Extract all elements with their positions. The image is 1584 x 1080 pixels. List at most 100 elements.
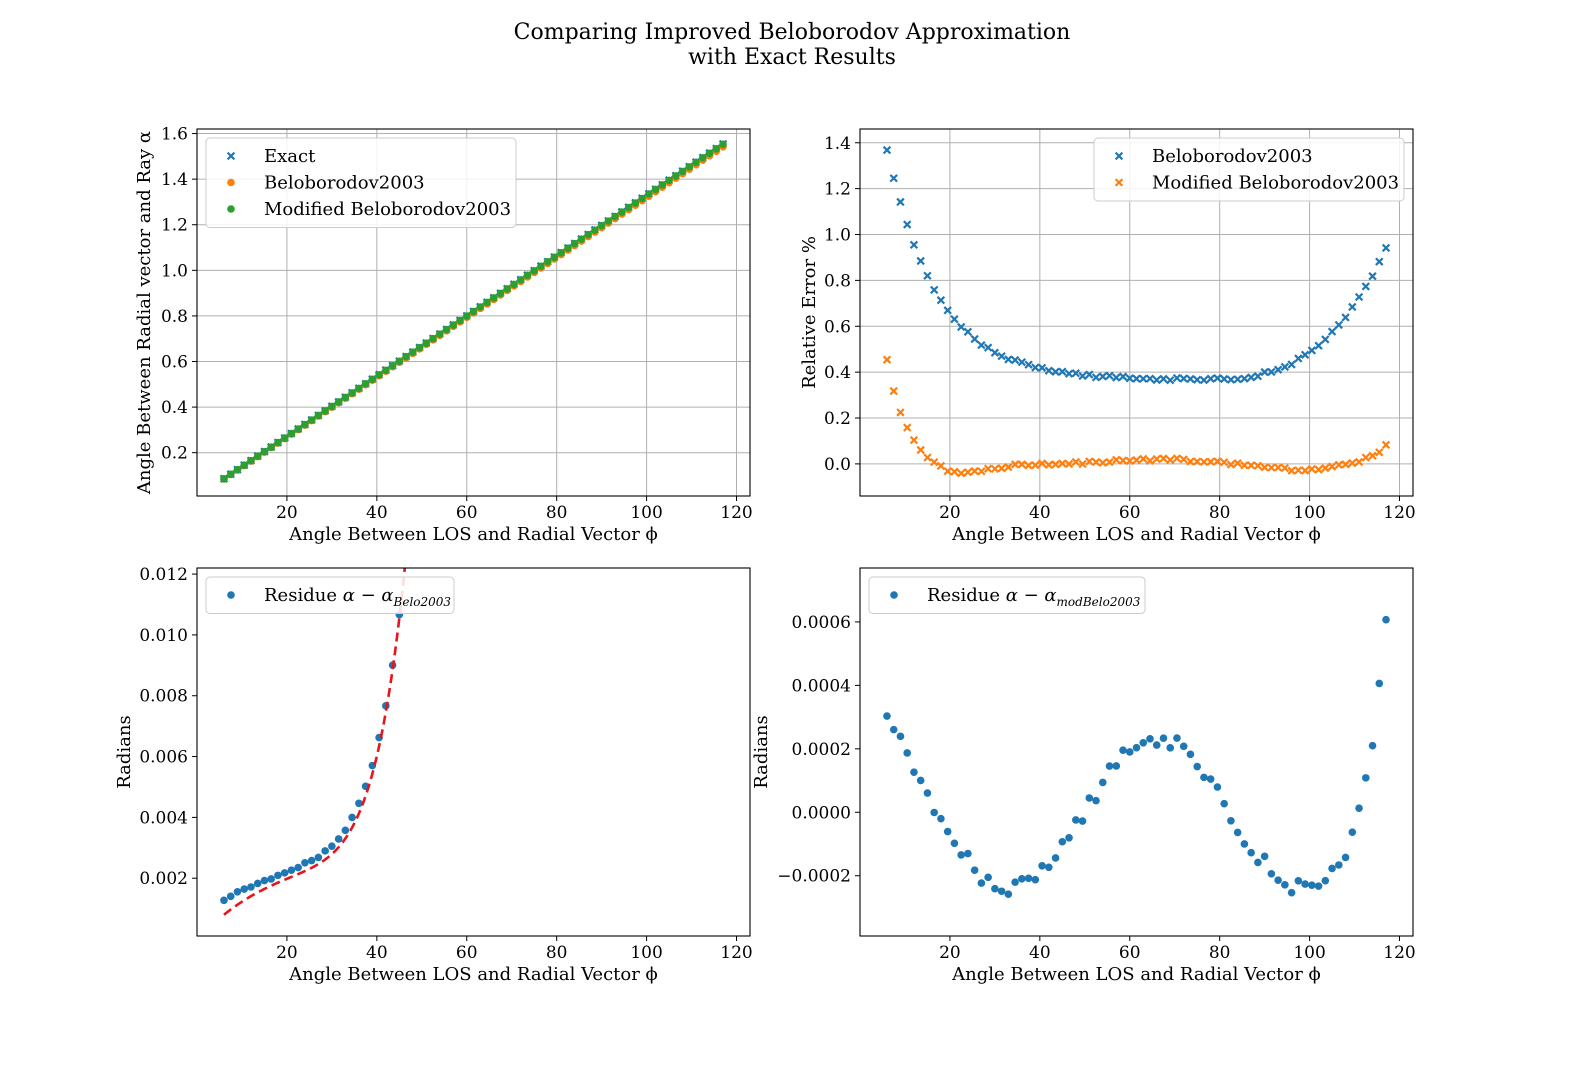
data-point xyxy=(943,827,952,836)
data-point xyxy=(287,429,296,438)
y-tick-label: 1.2 xyxy=(824,180,851,200)
data-point xyxy=(564,244,572,253)
data-point xyxy=(584,230,592,239)
axes-frame xyxy=(196,567,751,937)
y-tick-label: 1.0 xyxy=(161,261,188,281)
data-point xyxy=(456,316,464,325)
data-point xyxy=(220,896,228,905)
data-point xyxy=(530,267,538,275)
data-point xyxy=(1348,828,1357,836)
data-point xyxy=(442,325,451,334)
data-point xyxy=(665,176,673,185)
data-point xyxy=(1004,890,1013,898)
data-point xyxy=(1024,874,1033,883)
data-point xyxy=(1078,817,1087,825)
data-point xyxy=(883,712,891,720)
data-point xyxy=(1247,848,1255,857)
data-point xyxy=(1368,741,1377,750)
data-point xyxy=(889,725,898,734)
plot-area xyxy=(219,139,728,483)
data-point-x xyxy=(1179,455,1188,464)
data-point-x xyxy=(1280,362,1290,372)
data-point xyxy=(705,149,714,158)
data-point xyxy=(462,312,471,320)
data-point-x xyxy=(1199,457,1209,467)
y-tick-label: 0.0006 xyxy=(792,613,851,633)
x-tick-label: 60 xyxy=(456,503,478,523)
data-point-x xyxy=(997,351,1006,361)
data-point xyxy=(375,371,383,379)
data-point-x xyxy=(950,467,959,476)
data-point xyxy=(537,262,545,271)
data-point xyxy=(409,348,417,357)
data-point-x xyxy=(1361,453,1370,462)
data-point-x xyxy=(1085,370,1094,379)
data-point xyxy=(1193,762,1201,771)
data-point xyxy=(1031,875,1040,884)
data-point-x xyxy=(1287,466,1296,475)
data-point-x xyxy=(1300,466,1310,475)
y-tick-label: 0.0 xyxy=(824,455,851,475)
data-point xyxy=(220,474,228,483)
data-point xyxy=(685,163,694,171)
data-point-x xyxy=(1125,374,1134,383)
x-tick-label: 120 xyxy=(1383,943,1415,963)
data-point xyxy=(280,869,289,877)
data-point-x xyxy=(1051,367,1060,376)
data-point xyxy=(274,438,282,447)
data-point-x xyxy=(1267,463,1276,472)
data-point-x xyxy=(896,408,905,417)
data-point-x xyxy=(882,355,892,364)
panel-residue-modbelo: 20 40 60 80 100 120 −0.0002 0.0000 0.0002 0.0004 0… xyxy=(751,567,1416,985)
data-point xyxy=(631,199,640,207)
data-point-x xyxy=(1368,451,1377,460)
data-point-x xyxy=(983,343,993,352)
data-point-x xyxy=(1172,373,1182,383)
data-point-x xyxy=(1186,374,1195,384)
data-point xyxy=(1281,881,1289,889)
data-point-x xyxy=(1321,463,1330,473)
data-point-x xyxy=(943,467,952,476)
data-point-x xyxy=(1058,459,1067,468)
data-point xyxy=(307,856,316,865)
data-point-x xyxy=(1159,374,1168,384)
data-point-x xyxy=(1010,460,1020,469)
legend-label-main: Residue xyxy=(264,585,343,606)
panel-residue-belo: 20 40 60 80 100 120 0.002 0.004 0.006 0.008 0.010 0… xyxy=(114,395,753,985)
data-point xyxy=(301,858,309,867)
data-point xyxy=(1139,739,1148,747)
data-point xyxy=(435,330,444,338)
data-point xyxy=(1382,615,1390,624)
data-point xyxy=(557,248,565,257)
data-point xyxy=(570,239,579,248)
data-point xyxy=(672,172,680,180)
data-point-x xyxy=(1179,374,1188,383)
data-point xyxy=(611,212,619,221)
data-point xyxy=(469,307,478,316)
data-point-x xyxy=(882,145,892,155)
figure-title-line2: with Exact Results xyxy=(688,45,896,70)
x-tick-label: 80 xyxy=(1209,943,1231,963)
data-point xyxy=(1045,863,1053,872)
data-point xyxy=(1321,876,1330,885)
data-point-x xyxy=(963,327,973,336)
y-tick-label: 0.4 xyxy=(824,363,851,383)
data-point xyxy=(233,465,242,474)
data-point-x xyxy=(1078,371,1087,381)
fit-line xyxy=(223,568,407,916)
data-point-x xyxy=(936,296,946,305)
data-point xyxy=(247,456,255,465)
data-point-x xyxy=(1166,455,1175,465)
data-point xyxy=(1301,880,1309,888)
data-point xyxy=(957,851,965,859)
data-point xyxy=(416,395,424,403)
data-point-x xyxy=(1206,457,1215,466)
data-point-x xyxy=(1044,366,1054,375)
data-point-x xyxy=(977,467,986,476)
data-point-x xyxy=(1233,375,1242,384)
y-tick-label: 1.4 xyxy=(824,134,851,154)
data-point-x xyxy=(997,464,1006,473)
x-tick-label: 20 xyxy=(939,503,961,523)
data-point xyxy=(226,470,235,479)
x-tick-label: 80 xyxy=(546,943,568,963)
